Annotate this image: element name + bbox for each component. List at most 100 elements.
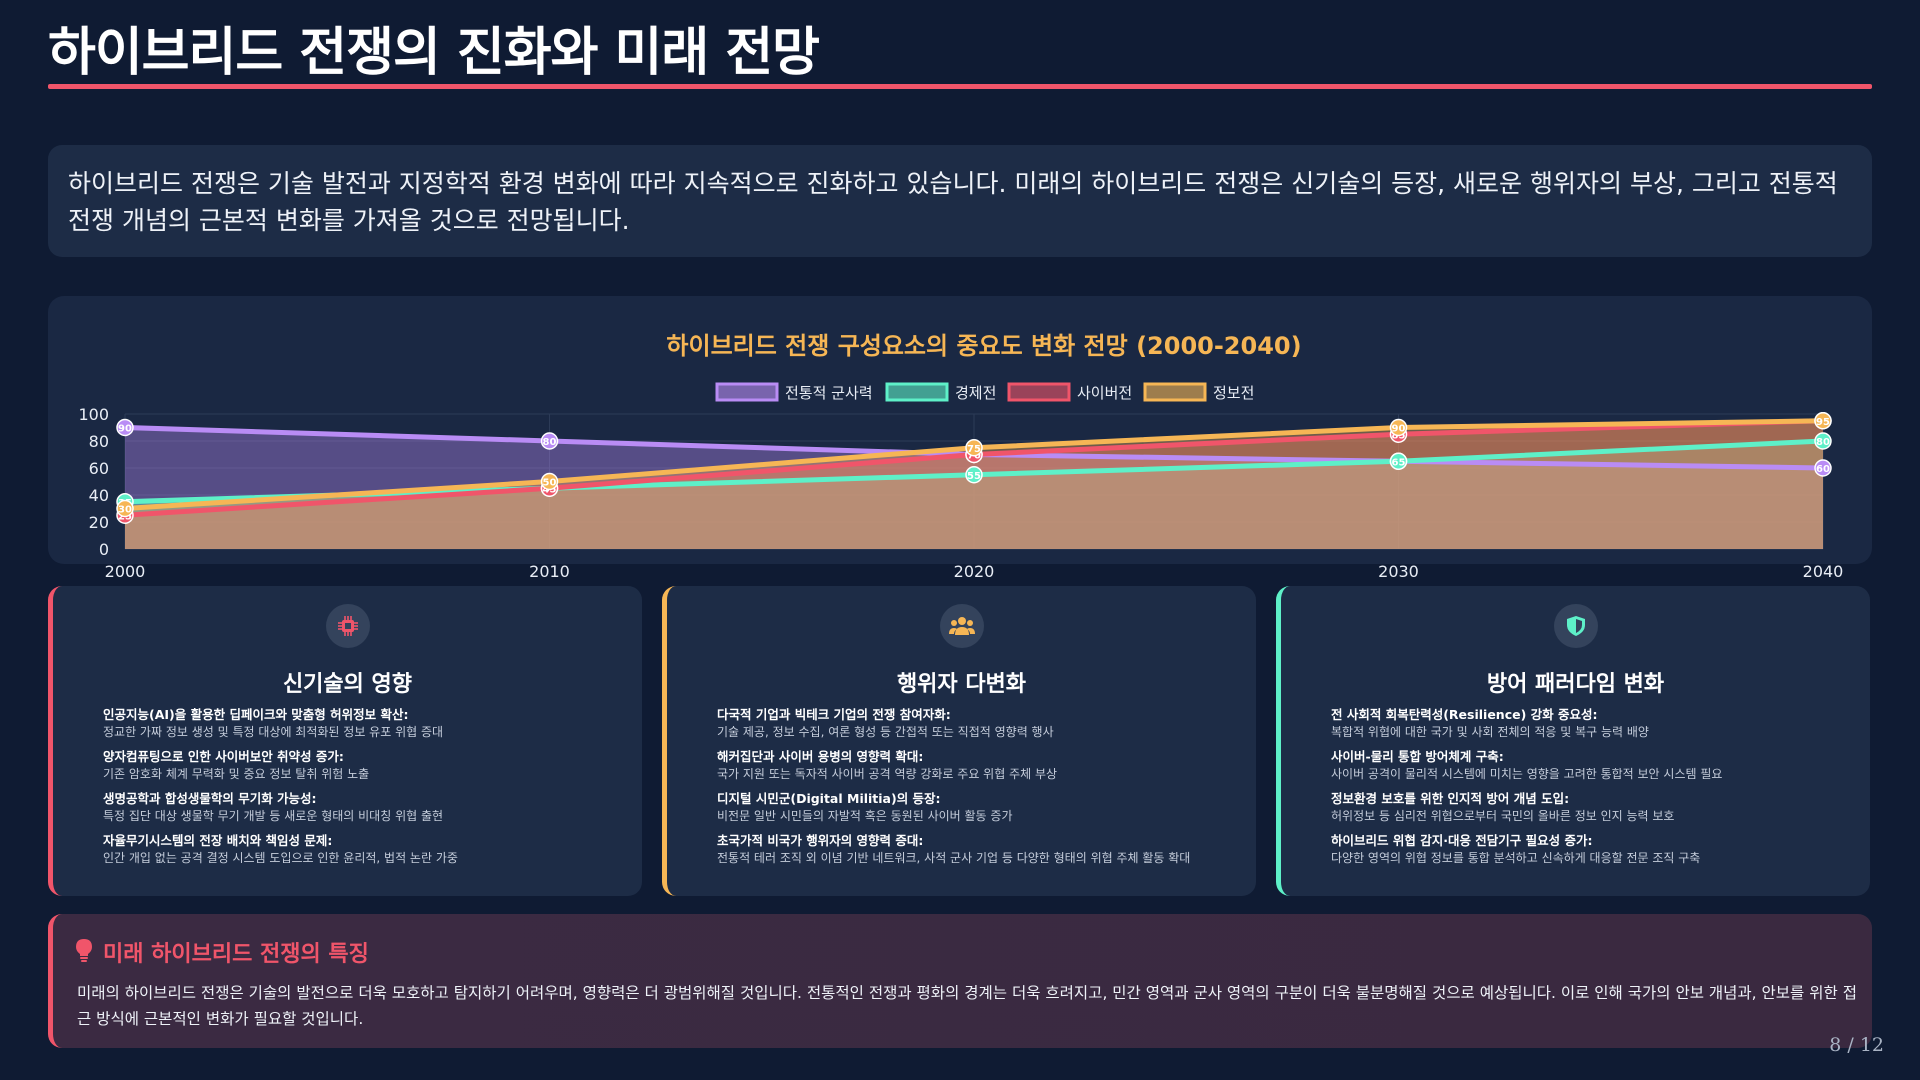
data-point: [1814, 412, 1832, 430]
data-point: [1814, 459, 1832, 477]
card-title: 신기술의 영향: [282, 672, 413, 697]
intro-box: 하이브리드 전쟁은 기술 발전과 지정학적 환경 변화에 따라 지속적으로 진화…: [48, 145, 1872, 257]
item-desc: 기존 암호화 체계 무력화 및 중요 정보 탈취 위험 노출: [103, 767, 370, 781]
future-text: 미래의 하이브리드 전쟁은 기술의 발전으로 더욱 모호하고 탐지하기 어려우며…: [77, 984, 1857, 1028]
y-tick-label: 20: [89, 513, 109, 532]
legend-label: 전통적 군사력: [785, 384, 873, 402]
page-title: 하이브리드 전쟁의 진화와 미래 전망: [48, 23, 820, 83]
data-point: [116, 418, 134, 437]
x-tick-label: 2020: [954, 562, 995, 581]
data-label: 90: [1392, 424, 1406, 435]
card-actors: 행위자 다변화 다국적 기업과 빅테크 기업의 전쟁 참여자화: 기술 제공, 정…: [662, 586, 1256, 896]
data-label: 75: [967, 444, 981, 455]
data-point: [1814, 432, 1832, 450]
legend-swatch: [1143, 382, 1207, 402]
chart-title: 하이브리드 전쟁 구성요소의 중요도 변화 전망 (2000-2040): [666, 332, 1302, 360]
list-item: 다국적 기업과 빅테크 기업의 전쟁 참여자화: 기술 제공, 정보 수집, 여론…: [717, 706, 1237, 741]
item-desc: 특정 집단 대상 생물학 무기 개발 등 새로운 형태의 비대칭 위협 출현: [103, 809, 444, 823]
list-item: 인공지능(AI)을 활용한 딥페이크와 맞춤형 허위정보 확산: 정교한 가짜 정…: [103, 706, 623, 741]
list-item: 사이버-물리 통합 방어체계 구축: 사이버 공격이 물리적 시스템에 미치는 영…: [1331, 748, 1851, 783]
item-desc: 허위정보 등 심리전 위협으로부터 국민의 올바른 정보 인지 능력 보호: [1331, 809, 1675, 823]
data-label: 55: [967, 471, 981, 482]
data-point: [540, 472, 559, 491]
card-new-tech: 신기술의 영향 인공지능(AI)을 활용한 딥페이크와 맞춤형 허위정보 확산:…: [48, 586, 642, 896]
y-tick-label: 80: [89, 432, 109, 451]
future-title: 미래 하이브리드 전쟁의 특징: [103, 942, 369, 967]
item-desc: 기술 제공, 정보 수집, 여론 형성 등 간접적 또는 직접적 영향력 행사: [717, 725, 1054, 739]
list-item: 생명공학과 합성생물학의 무기화 가능성: 특정 집단 대상 생물학 무기 개발 …: [103, 790, 623, 825]
x-tick-label: 2000: [105, 562, 146, 581]
y-tick-label: 40: [89, 486, 109, 505]
legend-swatch: [715, 382, 779, 402]
item-desc: 다양한 영역의 위협 정보를 통합 분석하고 신속하게 대응할 전문 조직 구축: [1331, 851, 1701, 865]
list-item: 초국가적 비국가 행위자의 영향력 증대: 전통적 테러 조직 외 이념 기반 네…: [717, 832, 1237, 867]
future-box: 미래 하이브리드 전쟁의 특징 미래의 하이브리드 전쟁은 기술의 발전으로 더…: [48, 914, 1872, 1048]
list-item: 정보환경 보호를 위한 인지적 방어 개념 도입: 허위정보 등 심리전 위협으로…: [1331, 790, 1851, 825]
item-heading: 디지털 시민군(Digital Militia)의 등장:: [717, 791, 941, 806]
list-item: 하이브리드 위협 감지·대응 전담기구 필요성 증가: 다양한 영역의 위협 정보…: [1331, 832, 1851, 867]
item-desc: 비전문 일반 시민들의 자발적 혹은 동원된 사이버 활동 증가: [717, 809, 1013, 823]
item-heading: 생명공학과 합성생물학의 무기화 가능성:: [103, 791, 317, 806]
data-point: [1389, 418, 1408, 437]
card-title: 방어 패러다임 변화: [1486, 672, 1665, 697]
legend-swatch: [1007, 382, 1071, 402]
y-tick-label: 0: [99, 540, 109, 559]
users-icon: [939, 604, 984, 648]
card-title: 행위자 다변화: [896, 672, 1027, 697]
item-heading: 정보환경 보호를 위한 인지적 방어 개념 도입:: [1331, 791, 1570, 806]
title-divider: [48, 84, 1872, 89]
item-desc: 복합적 위협에 대한 국가 및 사회 전체의 적응 및 복구 능력 배양: [1331, 725, 1649, 739]
card-defense: 방어 패러다임 변화 전 사회적 회복탄력성(Resilience) 강화 중요…: [1276, 586, 1870, 896]
item-desc: 전통적 테러 조직 외 이념 기반 네트워크, 사적 군사 기업 등 다양한 형…: [717, 851, 1191, 865]
list-item: 전 사회적 회복탄력성(Resilience) 강화 중요성: 복합적 위협에 대…: [1331, 706, 1851, 741]
item-desc: 사이버 공격이 물리적 시스템에 미치는 영향을 고려한 통합적 보안 시스템 …: [1331, 767, 1723, 781]
item-desc: 국가 지원 또는 독자적 사이버 공격 역량 강화로 주요 위협 주체 부상: [717, 767, 1058, 781]
item-desc: 인간 개입 없는 공격 결정 시스템 도입으로 인한 윤리적, 법적 논란 가중: [103, 851, 458, 865]
data-label: 80: [543, 437, 557, 448]
card-list: 다국적 기업과 빅테크 기업의 전쟁 참여자화: 기술 제공, 정보 수집, 여론…: [717, 706, 1237, 874]
item-desc: 정교한 가짜 정보 생성 및 특정 대상에 최적화된 정보 유포 위협 증대: [103, 725, 444, 739]
data-label: 80: [1816, 437, 1830, 448]
chart: 0204060801002000201020202030204090807065…: [78, 382, 1844, 581]
data-label: 95: [1816, 417, 1830, 428]
lightbulb-icon: [76, 939, 92, 962]
item-heading: 사이버-물리 통합 방어체계 구축:: [1331, 749, 1504, 764]
series-area: [125, 427, 1823, 549]
item-heading: 인공지능(AI)을 활용한 딥페이크와 맞춤형 허위정보 확산:: [103, 707, 409, 722]
data-point: [965, 439, 983, 457]
list-item: 양자컴퓨팅으로 인한 사이버보안 취약성 증가: 기존 암호화 체계 무력화 및 …: [103, 748, 623, 783]
shield-icon: [1553, 604, 1598, 648]
item-heading: 자율무기시스템의 전장 배치와 책임성 문제:: [103, 833, 333, 848]
data-label: 30: [118, 505, 132, 516]
item-heading: 다국적 기업과 빅테크 기업의 전쟁 참여자화:: [717, 707, 951, 722]
legend-label: 사이버전: [1077, 384, 1132, 402]
data-point: [965, 466, 983, 484]
data-point: [1389, 452, 1408, 470]
x-tick-label: 2030: [1378, 562, 1419, 581]
list-item: 자율무기시스템의 전장 배치와 책임성 문제: 인간 개입 없는 공격 결정 시스…: [103, 832, 623, 867]
card-list: 인공지능(AI)을 활용한 딥페이크와 맞춤형 허위정보 확산: 정교한 가짜 정…: [103, 706, 623, 874]
list-item: 디지털 시민군(Digital Militia)의 등장: 비전문 일반 시민들의…: [717, 790, 1237, 825]
y-tick-label: 100: [78, 405, 109, 424]
list-item: 해커집단과 사이버 용병의 영향력 확대: 국가 지원 또는 독자적 사이버 공격…: [717, 748, 1237, 783]
card-list: 전 사회적 회복탄력성(Resilience) 강화 중요성: 복합적 위협에 대…: [1331, 706, 1851, 874]
data-point: [116, 499, 134, 518]
item-heading: 양자컴퓨팅으로 인한 사이버보안 취약성 증가:: [103, 749, 344, 764]
cpu-icon: [325, 604, 370, 648]
x-tick-label: 2040: [1803, 562, 1844, 581]
y-tick-label: 60: [89, 459, 109, 478]
legend-swatch: [885, 382, 949, 402]
legend-label: 경제전: [955, 384, 996, 402]
x-tick-label: 2010: [529, 562, 570, 581]
item-heading: 초국가적 비국가 행위자의 영향력 증대:: [717, 833, 924, 848]
data-label: 60: [1816, 464, 1830, 475]
intro-text: 하이브리드 전쟁은 기술 발전과 지정학적 환경 변화에 따라 지속적으로 진화…: [68, 169, 1838, 235]
item-heading: 전 사회적 회복탄력성(Resilience) 강화 중요성:: [1331, 707, 1598, 722]
data-label: 90: [118, 424, 132, 435]
legend-label: 정보전: [1213, 384, 1254, 402]
data-label: 65: [1392, 457, 1406, 468]
page-number: 8 / 12: [1829, 1034, 1884, 1056]
data-point: [540, 432, 559, 450]
item-heading: 해커집단과 사이버 용병의 영향력 확대:: [717, 749, 924, 764]
item-heading: 하이브리드 위협 감지·대응 전담기구 필요성 증가:: [1331, 833, 1593, 848]
